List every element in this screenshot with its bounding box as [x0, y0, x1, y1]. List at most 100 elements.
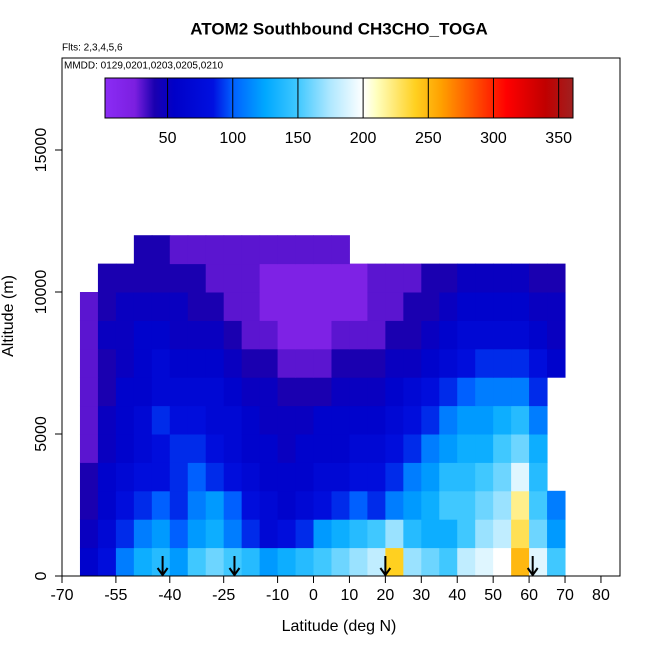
- heat-cell: [439, 434, 458, 463]
- subtitle: Flts: 2,3,4,5,6: [62, 43, 123, 54]
- heat-cell: [151, 348, 171, 378]
- heat-cell: [385, 490, 404, 520]
- heat-cell: [205, 320, 225, 350]
- heat-cell: [457, 348, 476, 378]
- heat-cell: [169, 263, 189, 293]
- heat-cell: [511, 320, 530, 350]
- heat-cell: [187, 490, 207, 520]
- heat-cell: [187, 547, 207, 577]
- heat-cell: [547, 292, 566, 321]
- heat-cell: [97, 292, 117, 321]
- heat-cell: [439, 320, 458, 350]
- heat-cell: [169, 348, 189, 378]
- heat-cell: [187, 405, 207, 435]
- heat-cell: [511, 405, 530, 435]
- heat-cell: [133, 377, 153, 407]
- heat-cell: [223, 490, 243, 520]
- heat-cell: [151, 434, 171, 463]
- colorbar-tick-label: 200: [350, 130, 377, 147]
- heat-cell: [295, 292, 315, 321]
- heat-cell: [187, 519, 207, 549]
- heat-cell: [331, 405, 350, 435]
- heat-cell: [511, 292, 530, 321]
- heat-cell: [133, 348, 153, 378]
- heat-cell: [241, 519, 261, 549]
- heat-cell: [457, 519, 476, 549]
- x-tick-label: 20: [376, 587, 394, 604]
- heat-cell: [79, 490, 99, 520]
- heat-cell: [421, 519, 440, 549]
- x-axis-label: Latitude (deg N): [282, 618, 397, 635]
- arrow-head: [526, 567, 539, 577]
- heat-cell: [169, 405, 189, 435]
- heat-cell: [313, 490, 332, 520]
- heat-cell: [223, 292, 243, 321]
- heat-cell: [385, 348, 404, 378]
- heat-cell: [277, 405, 297, 435]
- heat-cell: [313, 462, 332, 492]
- heat-cell: [133, 292, 153, 321]
- heat-cell: [79, 320, 99, 350]
- heat-cell: [169, 320, 189, 350]
- heat-cell: [439, 348, 458, 378]
- heat-cell: [259, 235, 279, 265]
- heat-cell: [331, 519, 350, 549]
- heat-cell: [115, 462, 135, 492]
- heat-cell: [241, 235, 261, 265]
- heat-cell: [457, 405, 476, 435]
- heat-cell: [349, 547, 368, 577]
- heat-cell: [151, 490, 171, 520]
- heat-cell: [241, 292, 261, 321]
- heat-cell: [115, 348, 135, 378]
- heat-cell: [295, 405, 315, 435]
- heat-cell: [151, 292, 171, 321]
- heat-cell: [277, 377, 297, 407]
- heat-cell: [511, 263, 530, 293]
- heat-cell: [295, 462, 315, 492]
- heat-cell: [457, 320, 476, 350]
- heat-cell: [475, 377, 494, 407]
- heat-cell: [331, 377, 350, 407]
- heat-cell: [259, 405, 279, 435]
- heat-cell: [349, 320, 368, 350]
- heat-cell: [403, 405, 422, 435]
- heat-cell: [295, 434, 315, 463]
- heat-cell: [277, 519, 297, 549]
- heat-cell: [205, 263, 225, 293]
- heat-cell: [205, 547, 225, 577]
- heat-cell: [349, 377, 368, 407]
- heat-cell: [79, 348, 99, 378]
- heat-cell: [277, 490, 297, 520]
- heat-cell: [79, 434, 99, 463]
- colorbar-tick-label: 150: [285, 130, 312, 147]
- heat-cell: [403, 377, 422, 407]
- x-tick-label: 10: [341, 587, 359, 604]
- heat-cell: [259, 348, 279, 378]
- heat-cell: [403, 519, 422, 549]
- heat-cell: [475, 263, 494, 293]
- heat-cell: [187, 235, 207, 265]
- heat-cell: [529, 519, 548, 549]
- heat-cell: [313, 348, 332, 378]
- x-tick-label: -70: [50, 587, 73, 604]
- heat-cell: [97, 519, 117, 549]
- heat-cell: [403, 434, 422, 463]
- heat-cell: [277, 235, 297, 265]
- heat-cell: [367, 490, 386, 520]
- heat-cell: [241, 377, 261, 407]
- heat-cell: [313, 519, 332, 549]
- heat-cell: [79, 405, 99, 435]
- heat-cell: [511, 490, 530, 520]
- heat-cell: [133, 235, 153, 265]
- heat-cell: [367, 434, 386, 463]
- heat-cell: [439, 490, 458, 520]
- heat-cell: [367, 462, 386, 492]
- heat-cell: [151, 263, 171, 293]
- heat-cell: [313, 434, 332, 463]
- heat-cell: [439, 519, 458, 549]
- heat-cell: [97, 405, 117, 435]
- heat-cell: [223, 348, 243, 378]
- heat-cell: [367, 348, 386, 378]
- heat-cell: [97, 462, 117, 492]
